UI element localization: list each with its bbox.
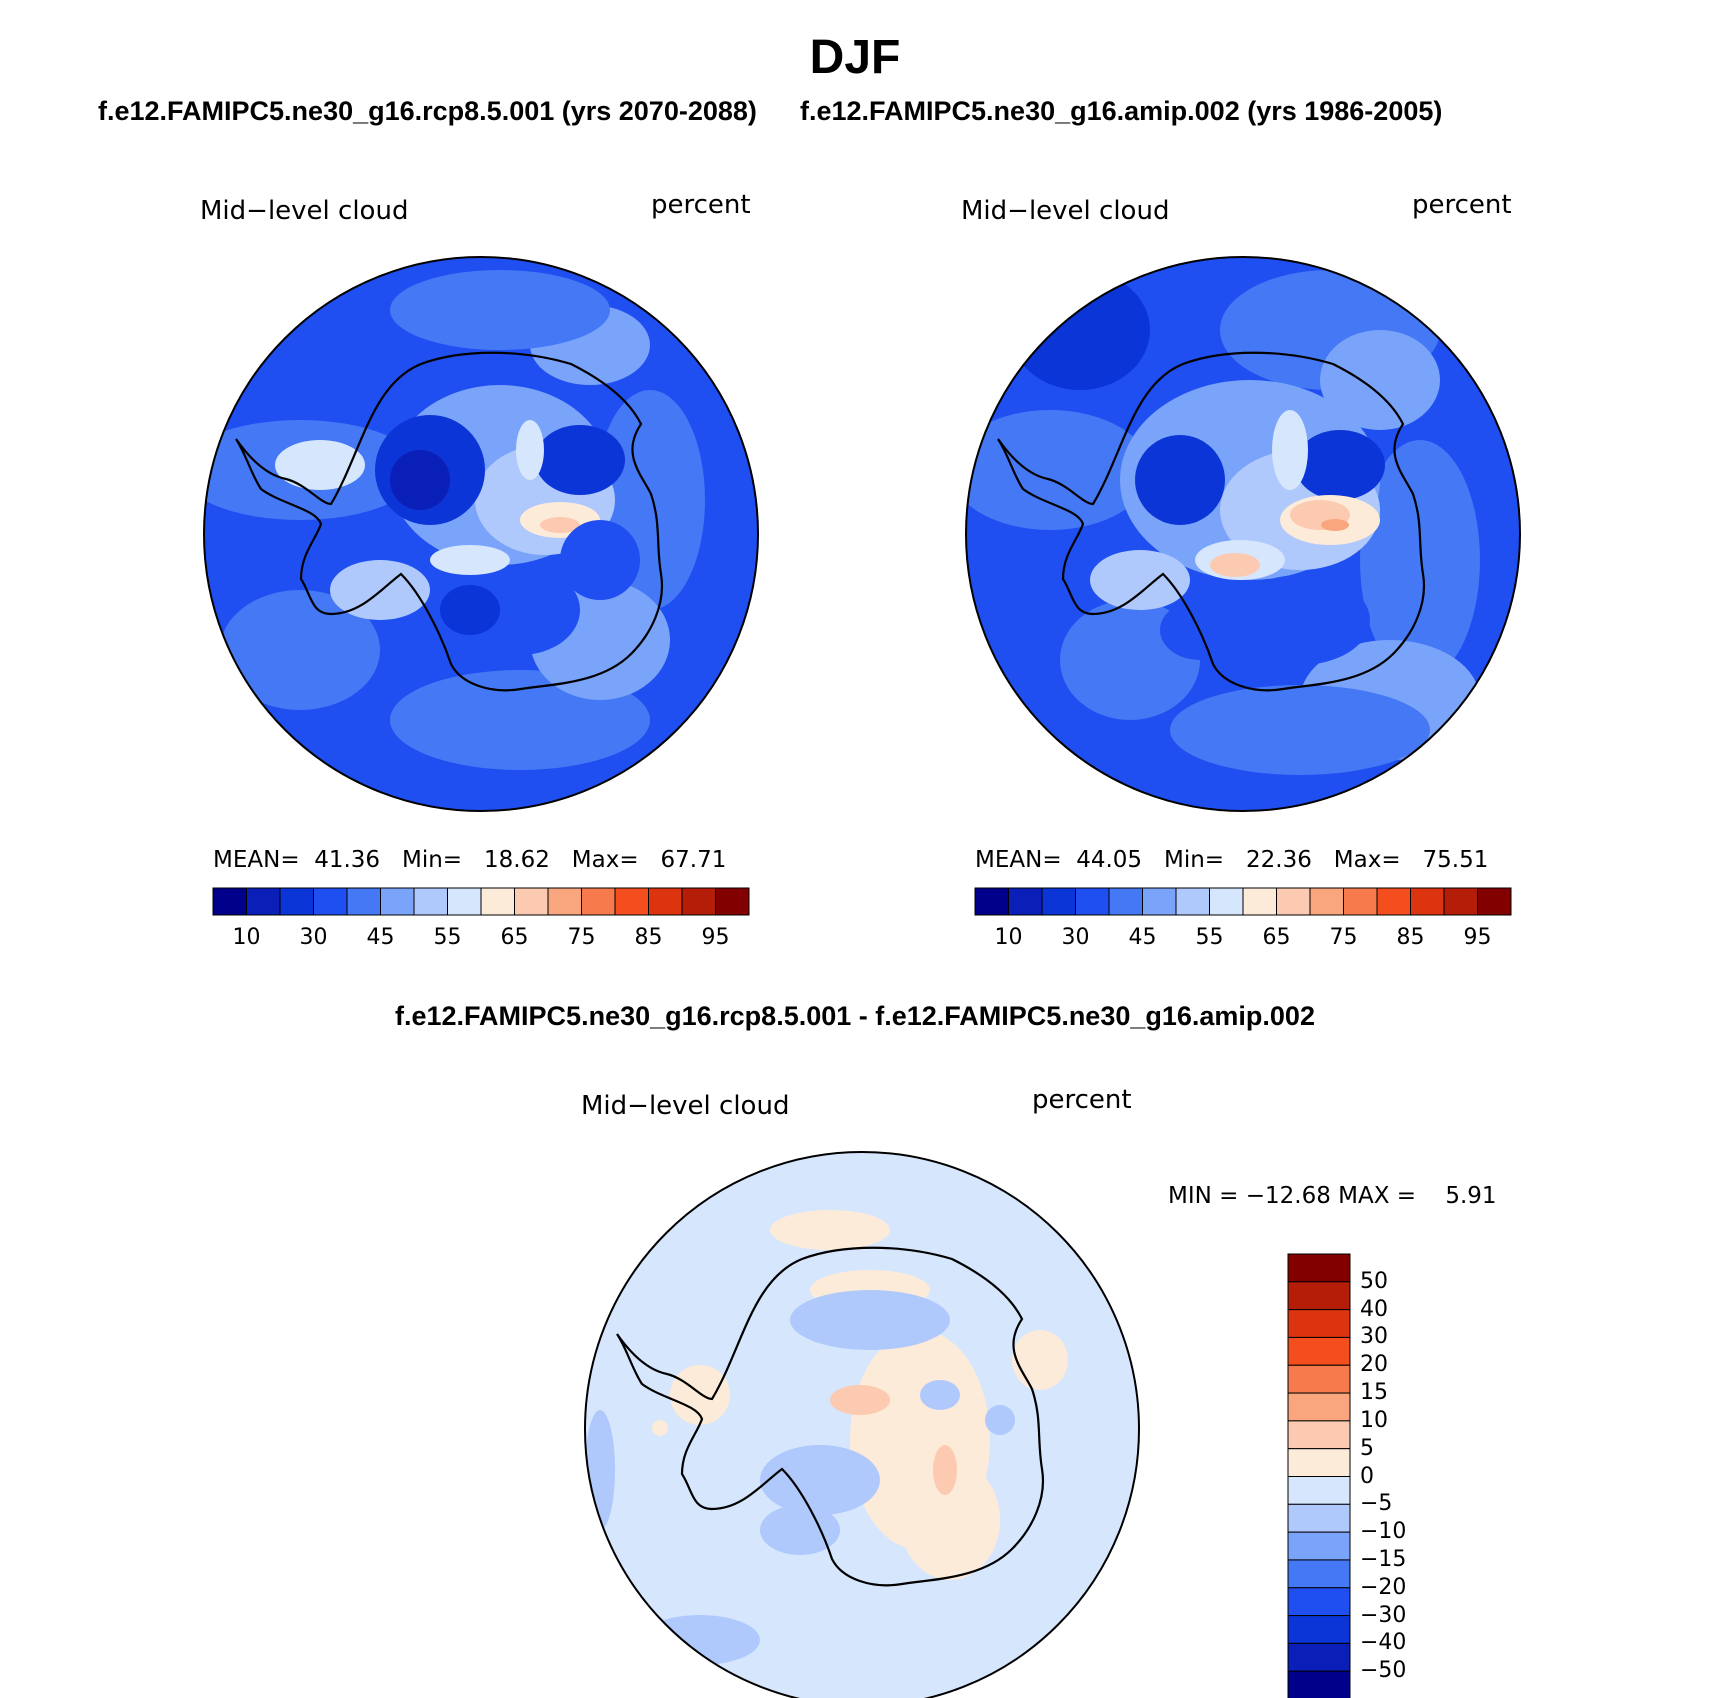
colorbar-difference-tick-label: −5 (1360, 1491, 1393, 1517)
subtitle-right-case: f.e12.FAMIPC5.ne30_g16.amip.002 (yrs 198… (800, 96, 1443, 126)
colorbar-panel-2-swatch (1376, 887, 1411, 916)
colorbar-panel-2-swatch (1477, 887, 1512, 916)
colorbar-difference-swatch (1287, 1615, 1351, 1644)
colorbar-difference-tick-label: −50 (1360, 1658, 1407, 1684)
colorbar-panel-2-swatch (1075, 887, 1110, 916)
colorbar-difference-tick-label: 30 (1360, 1324, 1388, 1350)
colorbar-panel-1-tick-label: 55 (433, 925, 462, 950)
colorbar-difference-tick-label: 15 (1360, 1380, 1388, 1406)
colorbar-difference-tick-label: −10 (1360, 1519, 1407, 1545)
colorbar-difference-swatch (1287, 1392, 1351, 1422)
colorbar-panel-1-swatch (413, 887, 448, 916)
colorbar-panel-2 (974, 887, 1512, 916)
colorbar-panel-2-tick-label: 45 (1128, 925, 1157, 950)
colorbar-panel-2-swatch (1276, 887, 1311, 916)
colorbar-panel-2-tick-label: 65 (1262, 925, 1291, 950)
panel2-stats: MEAN= 44.05 Min= 22.36 Max= 75.51 (975, 847, 1489, 873)
colorbar-panel-2-tick-label: 85 (1396, 925, 1425, 950)
panel1-variable-label: Mid−level cloud (200, 196, 409, 226)
colorbar-panel-1-swatch (547, 887, 582, 916)
colorbar-panel-2-swatch (1175, 887, 1210, 916)
map-panel-difference (584, 1151, 1140, 1698)
colorbar-difference-swatch (1287, 1364, 1351, 1394)
colorbar-difference-tick-label: −40 (1360, 1630, 1407, 1656)
colorbar-difference-swatch (1287, 1448, 1351, 1477)
colorbar-panel-1-swatch (279, 887, 314, 916)
colorbar-panel-1-swatch (715, 887, 750, 916)
colorbar-panel-2-swatch (1108, 887, 1143, 916)
colorbar-difference-tick-label: 50 (1360, 1268, 1388, 1294)
colorbar-panel-1-tick-label: 95 (701, 925, 730, 950)
subtitle-left-case: f.e12.FAMIPC5.ne30_g16.rcp8.5.001 (yrs 2… (98, 96, 757, 126)
colorbar-panel-2-tick-label: 55 (1195, 925, 1224, 950)
colorbar-panel-1-tick-label: 10 (232, 925, 261, 950)
colorbar-difference-swatch (1287, 1670, 1351, 1698)
colorbar-panel-1-swatch (681, 887, 716, 916)
colorbar-panel-2-swatch (1343, 887, 1378, 916)
colorbar-panel-2-swatch (1410, 887, 1445, 916)
colorbar-panel-2-swatch (1008, 887, 1043, 916)
colorbar-difference-tick-label: 0 (1360, 1463, 1374, 1489)
colorbar-panel-1-swatch (246, 887, 281, 916)
colorbar-panel-2-swatch (1209, 887, 1244, 916)
colorbar-panel-2-swatch (1443, 887, 1478, 916)
colorbar-difference-tick-label: −20 (1360, 1574, 1407, 1600)
colorbar-panel-1 (212, 887, 750, 916)
difference-title: f.e12.FAMIPC5.ne30_g16.rcp8.5.001 - f.e1… (395, 1001, 1315, 1031)
colorbar-panel-1-swatch (313, 887, 348, 916)
colorbar-difference-tick-label: 10 (1360, 1407, 1388, 1433)
panel3-units-label: percent (1032, 1085, 1132, 1115)
colorbar-difference-tick-label: −30 (1360, 1602, 1407, 1628)
colorbar-difference-swatch (1287, 1476, 1351, 1505)
map-panel-2 (965, 256, 1521, 812)
colorbar-panel-2-tick-label: 75 (1329, 925, 1358, 950)
panel3-stats: MIN = −12.68 MAX = 5.91 (1168, 1183, 1497, 1209)
colorbar-panel-2-swatch (1142, 887, 1177, 916)
colorbar-panel-1-swatch (581, 887, 616, 916)
panel3-variable-label: Mid−level cloud (581, 1091, 790, 1121)
colorbar-panel-2-tick-label: 10 (994, 925, 1023, 950)
panel1-stats: MEAN= 41.36 Min= 18.62 Max= 67.71 (213, 847, 727, 873)
panel1-units-label: percent (651, 190, 751, 220)
colorbar-difference-swatch (1287, 1531, 1351, 1561)
colorbar-panel-2-swatch (1041, 887, 1076, 916)
page-title: DJF (809, 31, 901, 84)
panel2-units-label: percent (1412, 190, 1512, 220)
colorbar-difference-swatch (1287, 1253, 1351, 1283)
colorbar-panel-1-swatch (614, 887, 649, 916)
colorbar-difference-swatch (1287, 1420, 1351, 1450)
colorbar-panel-1-swatch (514, 887, 549, 916)
colorbar-difference-swatch (1287, 1281, 1351, 1311)
colorbar-difference-swatch (1287, 1587, 1351, 1617)
colorbar-difference (1287, 1253, 1351, 1698)
map-panel-1 (203, 256, 759, 812)
colorbar-difference-swatch (1287, 1642, 1351, 1672)
colorbar-difference-swatch (1287, 1559, 1351, 1589)
colorbar-difference-tick-label: −15 (1360, 1546, 1407, 1572)
colorbar-panel-1-tick-label: 75 (567, 925, 596, 950)
colorbar-panel-1-swatch (346, 887, 381, 916)
colorbar-panel-1-tick-label: 30 (299, 925, 328, 950)
colorbar-panel-1-swatch (380, 887, 415, 916)
colorbar-difference-tick-label: 20 (1360, 1352, 1388, 1378)
colorbar-panel-1-tick-label: 85 (634, 925, 663, 950)
colorbar-difference-swatch (1287, 1336, 1351, 1366)
colorbar-panel-1-tick-label: 45 (366, 925, 395, 950)
colorbar-panel-1-swatch (212, 887, 247, 916)
colorbar-difference-tick-label: 5 (1360, 1435, 1374, 1461)
colorbar-panel-2-tick-label: 95 (1463, 925, 1492, 950)
colorbar-difference-swatch (1287, 1503, 1351, 1533)
colorbar-panel-2-tick-label: 30 (1061, 925, 1090, 950)
colorbar-panel-2-swatch (1309, 887, 1344, 916)
colorbar-difference-tick-label: 40 (1360, 1296, 1388, 1322)
colorbar-panel-2-swatch (974, 887, 1009, 916)
panel2-variable-label: Mid−level cloud (961, 196, 1170, 226)
colorbar-panel-2-swatch (1242, 887, 1277, 916)
colorbar-panel-1-swatch (648, 887, 683, 916)
colorbar-panel-1-swatch (480, 887, 515, 916)
colorbar-panel-1-tick-label: 65 (500, 925, 529, 950)
colorbar-difference-swatch (1287, 1309, 1351, 1338)
colorbar-panel-1-swatch (447, 887, 482, 916)
